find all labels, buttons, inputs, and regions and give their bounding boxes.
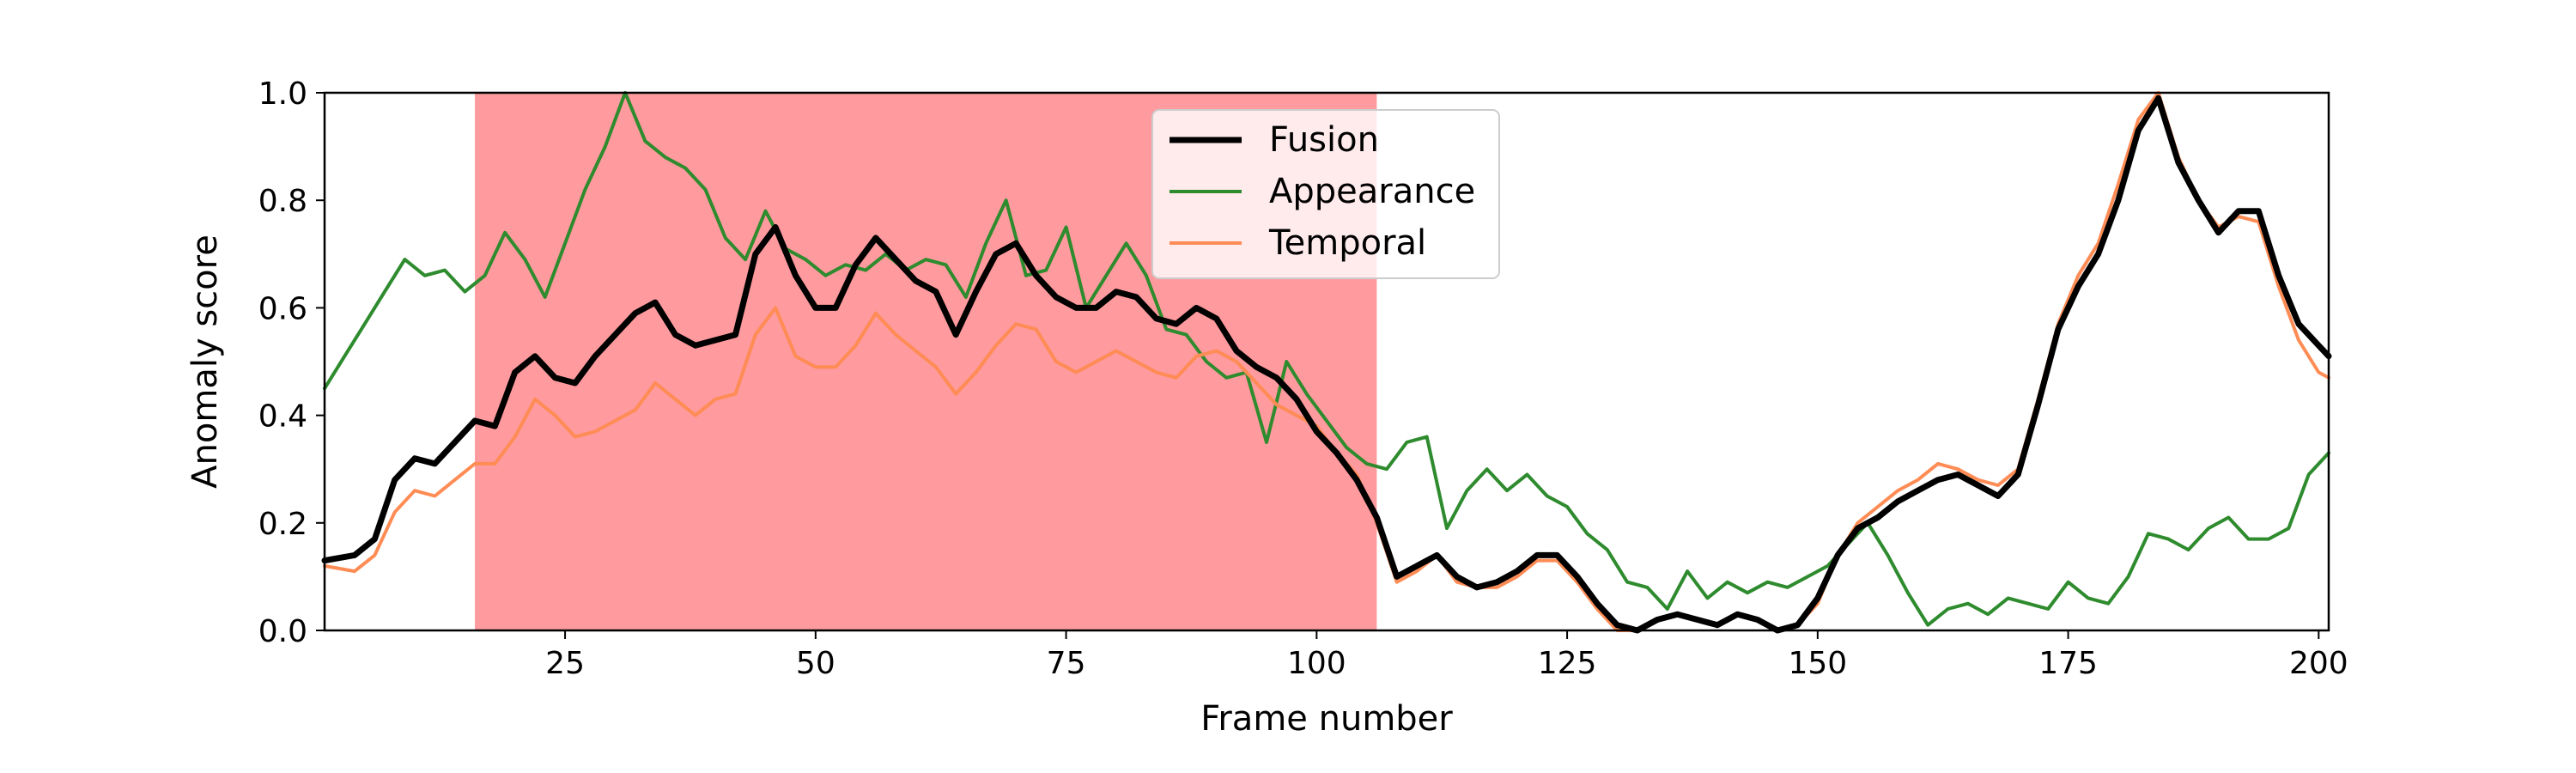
y-tick-label: 0.8	[258, 184, 307, 219]
x-tick-label: 50	[796, 646, 835, 681]
series-layer	[321, 91, 2332, 634]
x-axis-title: Frame number	[1200, 699, 1453, 739]
y-axis: 0.0 0.2 0.4 0.6 0.8 1.0	[258, 76, 325, 649]
x-tick-label: 175	[2038, 646, 2098, 681]
x-tick-label: 125	[1538, 646, 1597, 681]
series-line-appearance	[323, 91, 2330, 627]
y-tick-label: 0.0	[258, 614, 307, 649]
x-tick-label: 25	[545, 646, 585, 681]
plot-frame	[323, 91, 2330, 632]
x-tick-label: 100	[1287, 646, 1346, 681]
legend: Fusion Appearance Temporal	[1151, 109, 1500, 279]
x-tick-label: 200	[2289, 646, 2348, 681]
y-axis-title: Anomaly score	[185, 234, 225, 489]
legend-box	[1151, 109, 1500, 279]
y-tick-label: 1.0	[258, 76, 307, 112]
y-tick-label: 0.6	[258, 291, 307, 326]
series-line-fusion	[321, 94, 2332, 634]
y-tick-label: 0.2	[258, 507, 307, 542]
legend-label-fusion: Fusion	[1269, 120, 1379, 160]
legend-label-appearance: Appearance	[1269, 172, 1475, 211]
y-tick-label: 0.4	[258, 399, 307, 435]
x-tick-label: 75	[1047, 646, 1086, 681]
x-tick-label: 150	[1788, 646, 1847, 681]
legend-label-temporal: Temporal	[1268, 223, 1426, 263]
x-axis: 25 50 75 100 125 150 175 200	[545, 630, 2348, 681]
